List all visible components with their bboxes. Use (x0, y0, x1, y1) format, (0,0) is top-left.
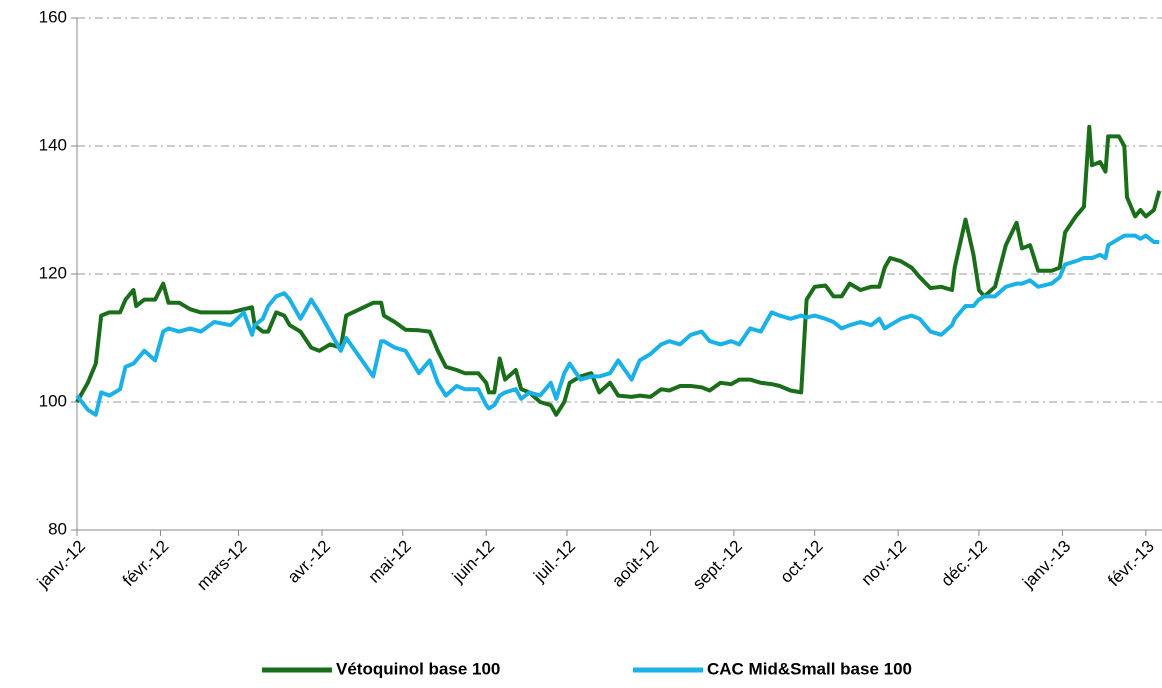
x-tick-label: janv.-13 (1018, 537, 1074, 593)
y-tick-label: 160 (39, 7, 67, 26)
x-tick-label: avr.-12 (284, 537, 334, 587)
x-tick-label: sept.-12 (689, 537, 746, 594)
x-tick-label: juin-12 (448, 537, 498, 587)
series-line (75, 124, 1162, 417)
y-tick-label: 140 (39, 135, 67, 154)
y-tick-label: 100 (39, 391, 67, 410)
legend-label: Vétoquinol base 100 (336, 659, 500, 678)
y-tick-label: 120 (39, 263, 67, 282)
x-tick-label: juil.-12 (529, 537, 579, 587)
x-tick-label: mars-12 (193, 537, 251, 595)
x-tick-label: oct.-12 (776, 537, 826, 587)
legend: Vétoquinol base 100 CAC Mid&Small base 10… (262, 659, 912, 678)
legend-label: CAC Mid&Small base 100 (707, 659, 912, 678)
y-tick-label: 80 (48, 519, 67, 538)
x-tick-label: nov.-12 (858, 537, 911, 590)
x-tick-label: janv.-12 (33, 537, 89, 593)
x-tick-label: déc.-12 (937, 537, 991, 591)
series-line (75, 233, 1160, 417)
x-tick-label: mai-12 (365, 537, 415, 587)
x-tick-label: févr.-12 (119, 537, 173, 591)
x-tick-label: févr.-13 (1104, 537, 1158, 591)
x-tick-label: août-12 (608, 537, 662, 591)
